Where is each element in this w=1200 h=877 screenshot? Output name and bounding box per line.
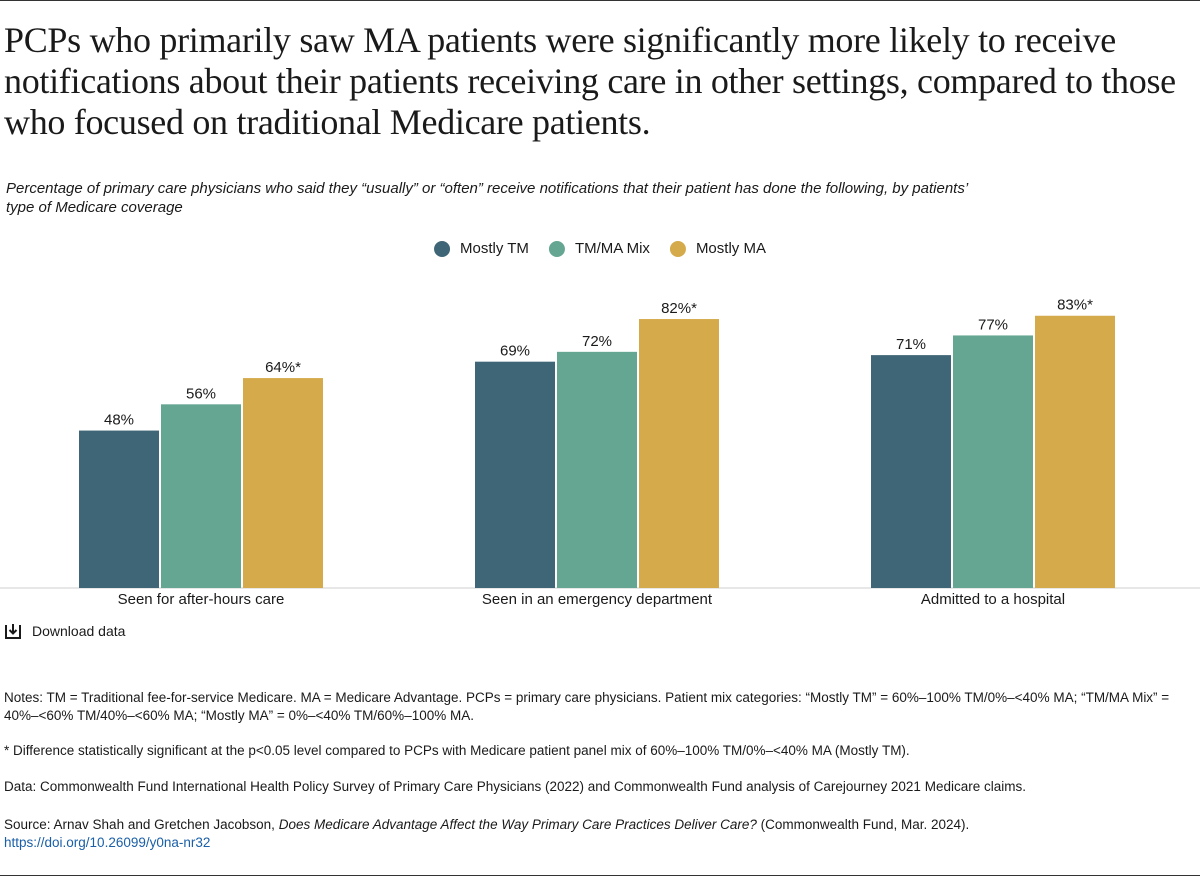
bar — [1035, 315, 1115, 588]
source-work: Does Medicare Advantage Affect the Way P… — [278, 817, 757, 832]
value-label: 56% — [186, 385, 216, 402]
value-label: 77% — [978, 316, 1008, 333]
legend-marker — [434, 241, 451, 257]
title: PCPs who primarily saw MA patients were … — [4, 20, 1176, 142]
value-label: 71% — [896, 336, 926, 353]
legend-label: Mostly TM — [460, 240, 529, 257]
bar — [475, 361, 555, 588]
bar — [871, 355, 951, 588]
value-label: 48% — [104, 412, 134, 429]
source-lead: Source: Arnav Shah and Gretchen Jacobson… — [4, 817, 275, 832]
bar — [953, 335, 1033, 588]
value-label: 82%* — [661, 300, 697, 317]
legend-marker — [548, 241, 565, 257]
subtitle: Percentage of primary care physicians wh… — [6, 180, 968, 216]
value-label: 72% — [582, 333, 612, 350]
value-label: 69% — [500, 343, 530, 360]
top-rule — [0, 0, 1200, 1]
note: Data: Commonwealth Fund International He… — [4, 779, 1026, 794]
value-label: 64%* — [265, 359, 301, 376]
bar — [161, 404, 241, 588]
download-icon — [5, 624, 21, 639]
note: Notes: TM = Traditional fee-for-service … — [4, 690, 1170, 723]
bar — [243, 378, 323, 588]
value-label: 83%* — [1057, 297, 1093, 314]
source: Source: Arnav Shah and Gretchen Jacobson… — [4, 816, 1194, 852]
source-link[interactable]: https://doi.org/10.26099/y0na-nr32 — [4, 835, 211, 850]
download-label[interactable]: Download data — [32, 623, 126, 639]
note: * Difference statistically significant a… — [4, 743, 910, 758]
x-tick-label: Seen in an emergency department — [482, 591, 713, 608]
x-tick-label: Seen for after-hours care — [118, 591, 285, 608]
bar — [557, 351, 637, 588]
bar — [639, 319, 719, 588]
legend-label: Mostly MA — [696, 240, 766, 257]
legend-label: TM/MA Mix — [575, 240, 650, 257]
bottom-rule — [0, 875, 1200, 876]
chart: Mostly TM TM/MA Mix Mostly MA 48% 56% 64%* See… — [0, 240, 1200, 608]
bar — [79, 430, 159, 588]
legend-marker — [669, 241, 686, 257]
download-button[interactable]: Download data — [4, 622, 125, 640]
source-publisher: (Commonwealth Fund, Mar. 2024). — [760, 817, 970, 832]
x-tick-label: Admitted to a hospital — [921, 591, 1065, 608]
